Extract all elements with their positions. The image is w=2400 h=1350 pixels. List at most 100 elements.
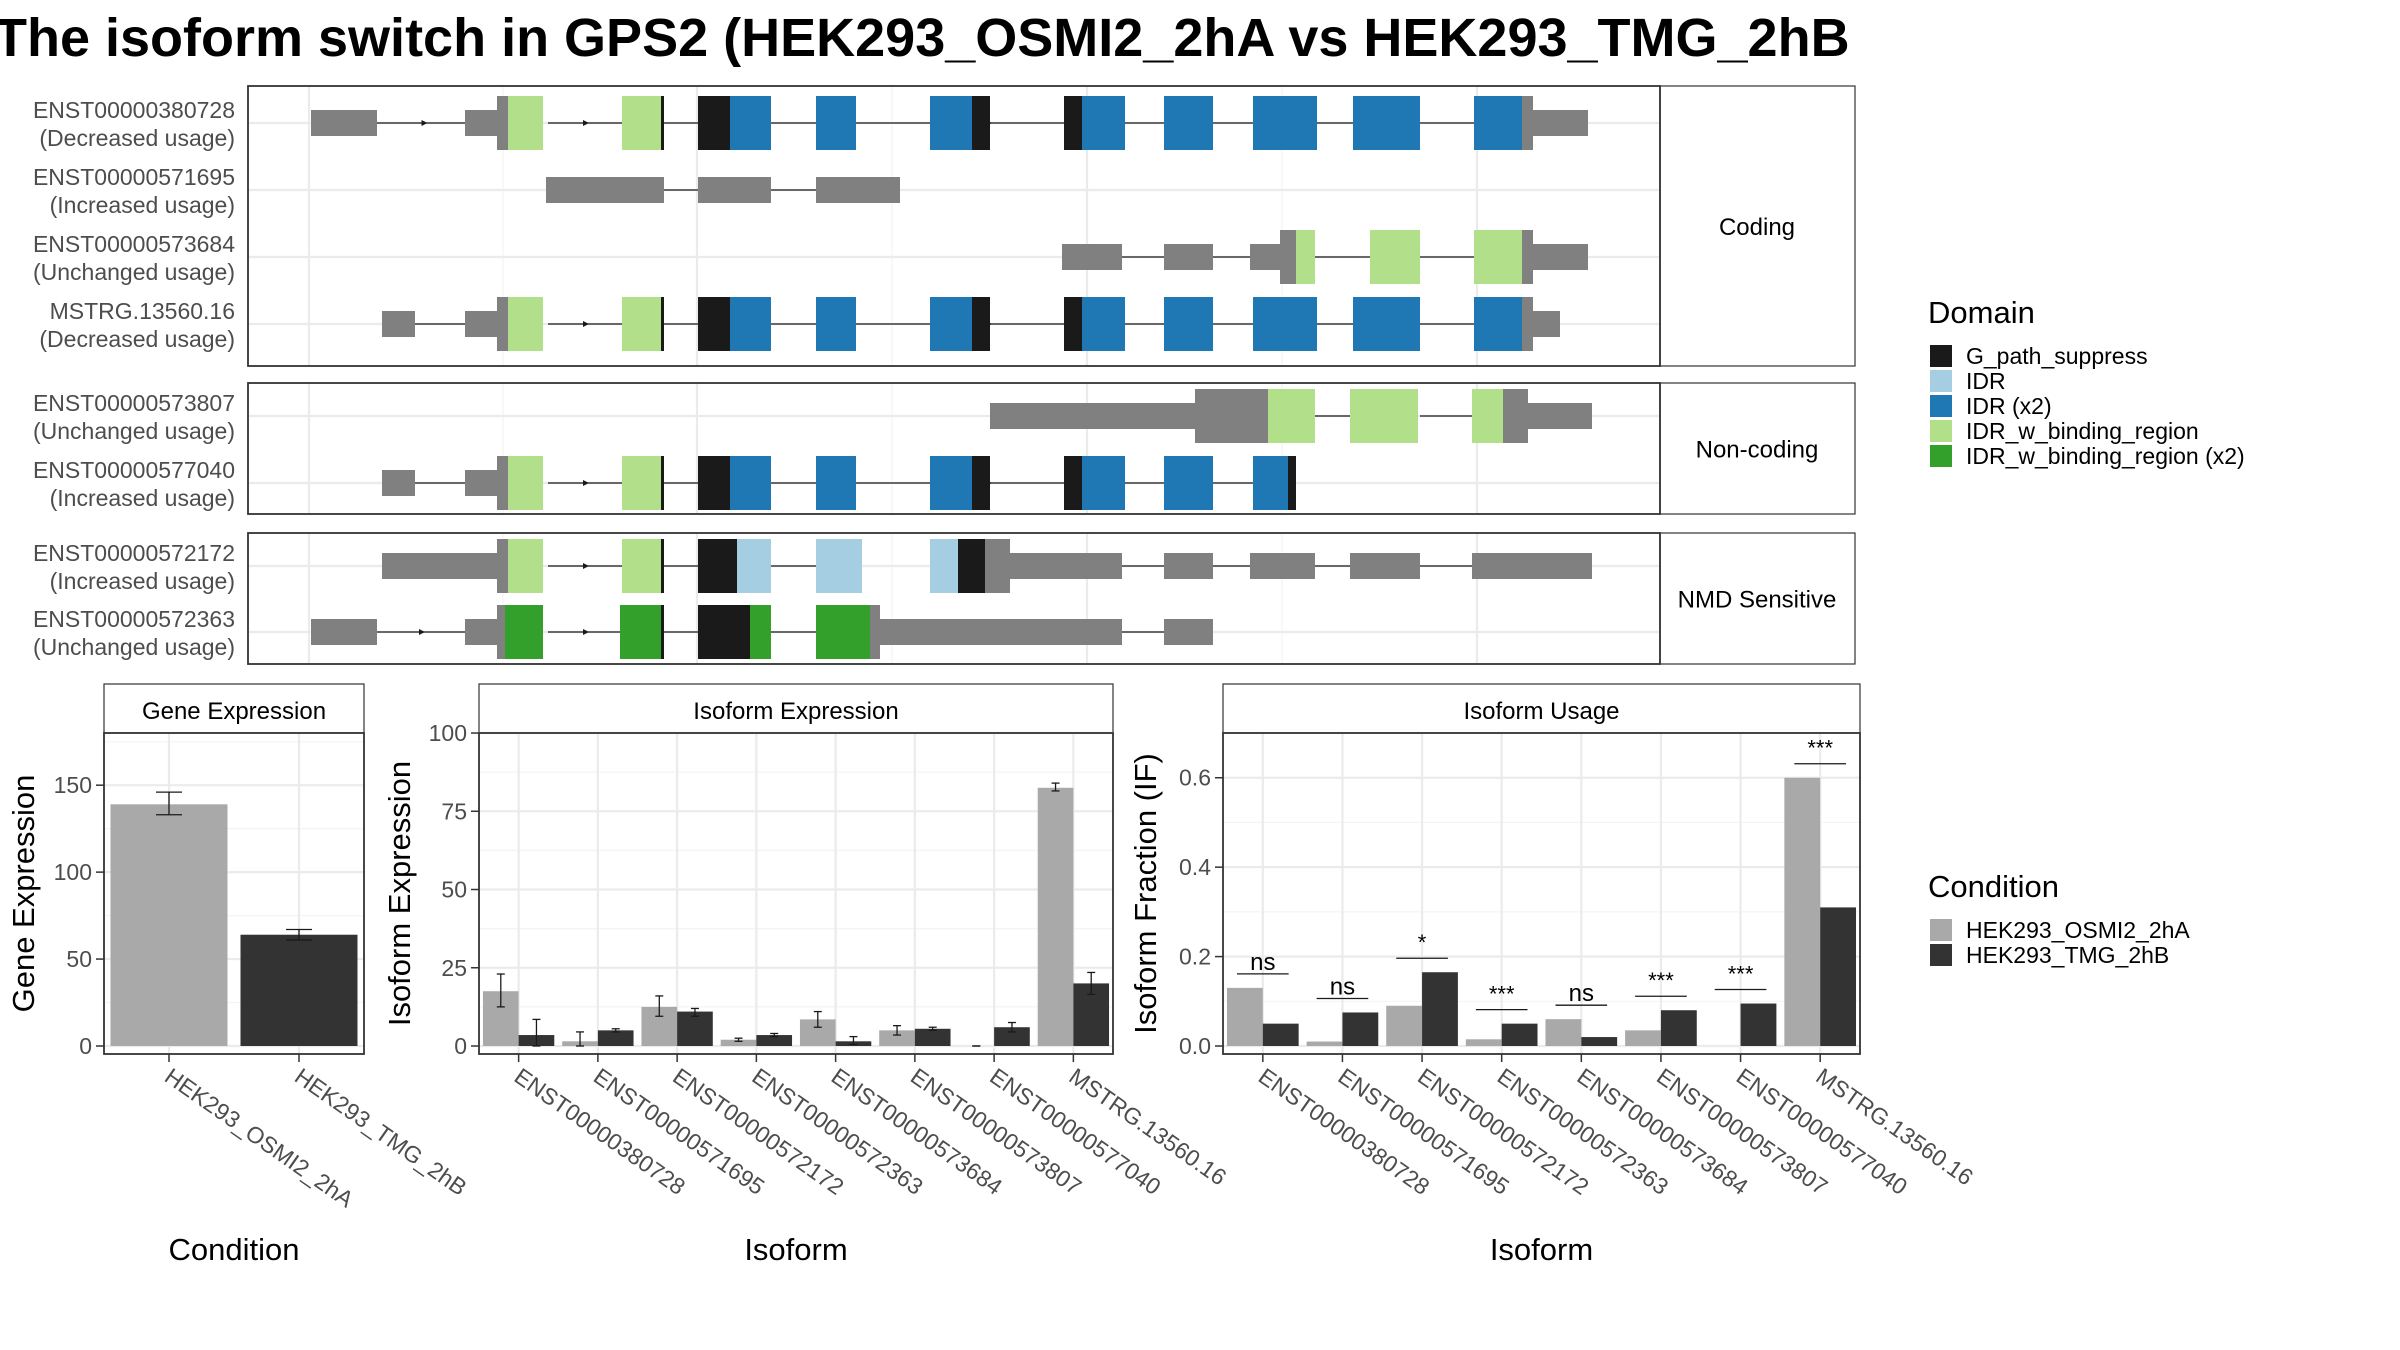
exon [1474,297,1522,351]
exon [972,96,990,150]
y-tick-label: 75 [441,798,467,824]
condition-legend-key [1930,944,1952,966]
chart-title: Gene Expression [142,698,326,725]
exon [465,311,497,337]
direction-arrow [583,120,589,126]
panel-border [247,85,1661,367]
condition-legend-label: HEK293_OSMI2_2hA [1966,917,2190,943]
exon [661,539,664,593]
exon [1164,96,1213,150]
exon [661,96,664,150]
domain-legend-key [1930,370,1952,392]
exon [508,456,543,510]
exon [1280,230,1296,284]
exon [1062,244,1122,270]
panel-strip-label: Coding [1719,214,1795,241]
exon [1164,553,1213,579]
domain-legend-label: IDR_w_binding_region [1966,418,2199,444]
transcript-id: ENST00000572363 [33,606,235,632]
transcript-usage: (Unchanged usage) [33,634,235,660]
exon [622,456,661,510]
exon [1164,244,1213,270]
exon [972,456,990,510]
exon [816,539,862,593]
error-bar [1051,782,1060,792]
error-bar [496,973,505,1008]
chart-isoform-expression: Isoform Expression0255075100ENST00000380… [382,683,1231,1267]
bar [1784,777,1821,1046]
error-bar [928,1026,937,1032]
bar [597,1030,634,1046]
transcript-id: MSTRG.13560.16 [50,298,235,324]
exon [382,311,415,337]
exon [1533,244,1588,270]
significance-label: *** [1648,968,1674,993]
exon [698,539,737,593]
chart-background [1223,733,1860,1054]
significance-label: *** [1489,982,1515,1007]
exon [985,539,1010,593]
exon [1082,456,1125,510]
exon [958,539,985,593]
y-tick-label: 0.0 [1179,1033,1211,1059]
chart-title: Isoform Usage [1463,698,1619,725]
exon [698,456,730,510]
exon [1522,297,1533,351]
domain-legend-label: IDR [1966,368,2006,394]
exon [930,456,972,510]
error-bar [893,1025,902,1036]
error-bar [770,1032,779,1038]
exon [816,177,900,203]
exon [1253,96,1317,150]
error-bar [156,791,182,816]
direction-arrow [583,563,589,569]
significance-marker: *** [1714,962,1767,991]
exon [1288,456,1296,510]
transcript-id: ENST00000573684 [33,231,235,257]
domain-legend-key [1930,395,1952,417]
exon [1250,553,1315,579]
exon [1522,96,1533,150]
y-axis-title: Gene Expression [6,775,41,1013]
bar [1625,1030,1661,1046]
bar [1660,1010,1697,1046]
y-tick-label: 0.6 [1179,765,1211,791]
chart-border [103,732,365,1055]
exon [1474,230,1522,284]
y-tick-label: 100 [429,720,467,746]
y-tick-label: 0.2 [1179,944,1211,970]
bar [914,1028,951,1046]
direction-arrow [583,321,589,327]
exon [1253,456,1288,510]
panel-strip [1659,382,1856,515]
exon [508,539,543,593]
chart-border [1222,732,1861,1055]
chart-background [479,733,1113,1054]
condition-legend-label: HEK293_TMG_2hB [1966,942,2169,968]
domain-legend-key [1930,445,1952,467]
error-bar [849,1035,858,1046]
transcript-row: ENST00000573807(Unchanged usage) [33,389,1592,444]
chart-strip [1222,683,1861,734]
direction-arrow [419,629,425,635]
exon [1533,311,1560,337]
exon [508,96,543,150]
transcript-usage: (Increased usage) [50,568,235,594]
exon [508,297,543,351]
bar [677,1011,713,1046]
exon [1164,619,1213,645]
bar [1501,1023,1538,1046]
significance-marker: *** [1635,968,1687,997]
exon [1082,96,1125,150]
transcript-panel-nmd-sensitive: NMD Sensitive ENST00000572172(Increased u… [33,532,1856,665]
transcript-row: ENST00000577040(Increased usage) [33,456,1296,511]
transcript-usage: (Decreased usage) [39,326,235,352]
panel-strip [1659,85,1856,367]
exon [661,605,664,659]
exon [1353,96,1420,150]
error-bar [690,1007,699,1017]
exon [1195,389,1268,443]
exon [1528,403,1592,429]
